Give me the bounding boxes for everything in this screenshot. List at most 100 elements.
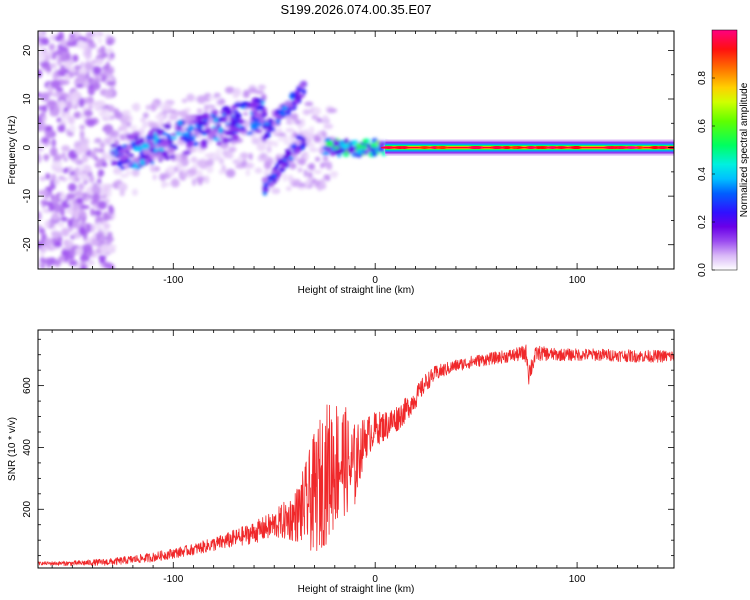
spectrogram-cell [281, 162, 289, 168]
spectrogram-cell [51, 138, 56, 147]
spectrogram-cell [298, 88, 304, 93]
spectrogram-cell [286, 158, 290, 163]
spectrogram-cell [114, 111, 124, 120]
spectrogram-cell [344, 138, 349, 145]
spectrogram-cell [203, 103, 209, 113]
spectrogram-cell [86, 118, 96, 127]
spectrogram-cell [312, 107, 322, 116]
spectrogram-cell [132, 145, 142, 152]
spectrogram-cell [193, 130, 200, 138]
carrier-hotspot [572, 146, 582, 149]
spectrogram-cell [106, 80, 116, 86]
spectrogram-cell [309, 147, 319, 153]
spectrogram-cell [231, 134, 240, 141]
snr-series-line [38, 344, 674, 567]
spectrogram-cell [95, 215, 104, 226]
spectrogram-cell [295, 134, 303, 140]
spectrogram-cell [84, 50, 92, 61]
spectrogram-cell [206, 164, 214, 174]
colorbar-tick-label: 0.6 [697, 119, 708, 133]
carrier-hotspot [435, 146, 449, 149]
spectrogram-cell [42, 104, 48, 113]
spectrogram-cell [264, 155, 269, 163]
spectrogram-cell [286, 151, 292, 157]
spectrogram-cell [51, 173, 57, 181]
snr-y-tick-label: 600 [22, 377, 33, 394]
spectrogram-cell [189, 140, 194, 147]
spectrogram-cell [170, 178, 180, 188]
spectrogram-cell [282, 154, 290, 159]
spectrogram-cell [241, 152, 249, 159]
spectrogram-cell [53, 179, 60, 185]
spectrogram-cell [104, 88, 115, 98]
spectrogram-cell [96, 159, 103, 166]
spectrogram-cell [82, 192, 87, 201]
spectrogram-cell [262, 122, 270, 126]
spectrogram-cell [381, 152, 387, 157]
spectrogram-cell [303, 169, 308, 178]
spectrogram-cell [63, 157, 69, 162]
spectrogram-cell [285, 127, 295, 133]
spectrogram-cell [48, 43, 56, 51]
spectrogram-cell [58, 175, 65, 181]
colorbar-tick-label: 0.0 [697, 263, 708, 277]
spectrogram-cell [67, 131, 74, 137]
spectrogram-cell [79, 143, 90, 154]
spectrogram-cell [75, 83, 84, 88]
spectrogram-cell [285, 114, 292, 121]
spectrogram-cell [323, 123, 334, 130]
spectrogram-cell [97, 37, 103, 44]
spectrogram-cell [231, 126, 241, 133]
spectrogram-cell [304, 132, 314, 139]
spectrogram-cell [182, 135, 188, 143]
spectrogram-cell [79, 138, 89, 145]
spectrogram-cell [273, 141, 279, 148]
spectrogram-cell [55, 87, 64, 92]
spectrogram-cell [208, 133, 213, 141]
spectrogram-cell [92, 66, 102, 75]
spectrogram-frame [37, 30, 675, 270]
spectrogram-cell [61, 249, 71, 257]
spectrogram-cell [59, 207, 65, 217]
spectrogram-cell [316, 117, 322, 123]
spectrogram-cell [221, 116, 228, 123]
spectrogram-y-tick-label: 10 [22, 93, 33, 105]
spectrogram-cell [208, 96, 217, 101]
spectrogram-cell [85, 31, 95, 38]
spectrogram-cell [121, 110, 131, 115]
spectrogram-cell [225, 168, 236, 178]
spectrogram-cell [92, 77, 102, 83]
spectrogram-cell [292, 181, 299, 187]
spectrogram-cell [63, 107, 69, 113]
spectrogram-cell [218, 169, 225, 175]
spectrogram-cell [132, 157, 139, 163]
spectrogram-cell [60, 38, 67, 47]
spectrogram-cell [110, 159, 118, 166]
snr-x-tick-label: -100 [163, 574, 183, 585]
spectrogram-cell [267, 175, 273, 180]
spectrogram-cell [97, 221, 102, 230]
spectrogram-cell [150, 148, 155, 153]
spectrogram-cell [264, 132, 269, 137]
spectrogram-cell [181, 131, 190, 137]
colorbar-tick-label: 0.4 [697, 167, 708, 181]
spectrogram-cell [107, 231, 113, 239]
spectrogram-cell [148, 130, 155, 137]
spectrogram-cell [275, 162, 279, 170]
spectrogram-cell [99, 231, 105, 239]
spectrogram-cell [142, 112, 149, 119]
spectrogram-cell [44, 129, 54, 139]
spectrogram-cell [224, 130, 232, 136]
spectrogram-cell [91, 193, 101, 203]
spectrogram-cell [93, 210, 102, 217]
spectrogram-cell [89, 151, 97, 159]
spectrogram-cell [293, 100, 300, 104]
spectrogram-cell [346, 147, 355, 153]
spectrogram-cell [100, 256, 105, 262]
spectrogram-cell [81, 153, 89, 163]
spectrogram-cell [101, 152, 109, 160]
spectrogram-cell [216, 140, 222, 147]
spectrogram-cell [323, 174, 329, 180]
spectrogram-cell [294, 149, 301, 155]
spectrogram-cell [87, 76, 94, 85]
